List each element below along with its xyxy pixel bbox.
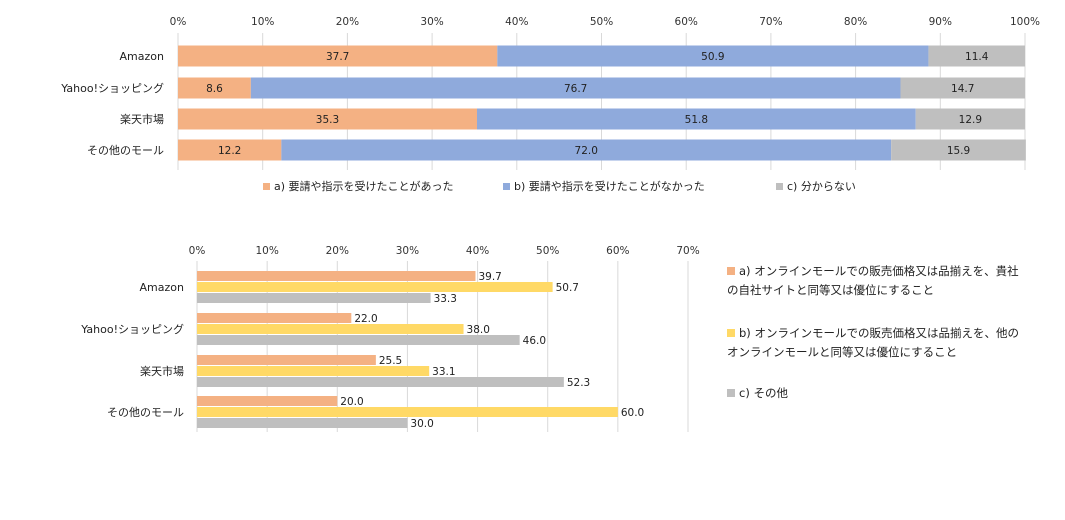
legend-swatch-c — [727, 389, 735, 397]
bar — [197, 282, 553, 292]
data-label: 20.0 — [340, 396, 363, 408]
bar-segment — [497, 45, 929, 67]
legend-label-a-line2: の自社サイトと同等又は優位にすること — [727, 283, 935, 297]
category-label: Yahoo!ショッピング — [60, 81, 164, 95]
data-label: 14.7 — [951, 83, 974, 95]
bar — [197, 396, 338, 406]
bar — [197, 313, 352, 323]
x-tick-label: 100% — [1010, 16, 1040, 28]
chart2-legend: a) オンラインモールでの販売価格又は品揃えを、貴社 の自社サイトと同等又は優位… — [727, 262, 1057, 422]
category-label: その他のモール — [87, 144, 164, 157]
x-tick-label: 0% — [189, 245, 206, 257]
x-tick-label: 60% — [606, 245, 629, 257]
legend-item-c: c) その他 — [727, 384, 1057, 403]
bar — [197, 418, 408, 428]
x-tick-label: 40% — [466, 245, 489, 257]
x-tick-label: 50% — [536, 245, 559, 257]
data-label: 50.7 — [556, 282, 579, 294]
legend-swatch-b — [727, 329, 735, 337]
x-tick-label: 50% — [590, 16, 613, 28]
bar-segment — [928, 45, 1025, 67]
legend-label-a-line1: a) オンラインモールでの販売価格又は品揃えを、貴社 — [739, 264, 1019, 278]
category-label: 楽天市場 — [140, 364, 184, 378]
data-label: 39.7 — [478, 271, 501, 283]
x-tick-label: 60% — [675, 16, 698, 28]
bar-segment — [178, 77, 251, 99]
x-tick-label: 40% — [505, 16, 528, 28]
x-tick-label: 30% — [396, 245, 419, 257]
bar — [197, 271, 476, 281]
x-tick-label: 80% — [844, 16, 867, 28]
legend-label: c) 分からない — [787, 180, 856, 193]
chart-grouped-bar: 0% 10% 20% 30% 40% 50% 60% 70% Amazon 39.7 50.7 33.… — [80, 245, 700, 432]
x-tick-label: 10% — [251, 16, 274, 28]
bar-segment — [900, 77, 1025, 99]
bar-segment — [891, 139, 1026, 161]
data-label: 8.6 — [206, 83, 223, 95]
bar-segment — [250, 77, 901, 99]
bar — [197, 377, 564, 387]
category-label: その他のモール — [107, 406, 184, 419]
category-label: Yahoo!ショッピング — [80, 322, 184, 336]
bar-segment — [281, 139, 892, 161]
bar-segment — [178, 45, 498, 67]
category-label: Amazon — [120, 50, 164, 63]
bar — [197, 366, 430, 376]
legend-item-b: b) オンラインモールでの販売価格又は品揃えを、他の オンラインモールと同等又は… — [727, 324, 1057, 362]
legend-swatch — [503, 183, 510, 190]
legend-swatch — [776, 183, 783, 190]
bar — [197, 293, 431, 303]
x-tick-label: 90% — [929, 16, 952, 28]
data-label: 38.0 — [467, 324, 490, 336]
data-label: 60.0 — [621, 407, 644, 419]
data-label: 51.8 — [685, 114, 708, 126]
data-label: 33.1 — [432, 366, 455, 378]
data-label: 50.9 — [701, 51, 724, 63]
bar-segment — [178, 108, 477, 130]
bar — [197, 355, 376, 365]
data-label: 76.7 — [564, 83, 587, 95]
legend-label: b) 要請や指示を受けたことがなかった — [514, 179, 705, 193]
data-label: 22.0 — [354, 313, 377, 325]
legend-label-b-line1: b) オンラインモールでの販売価格又は品揃えを、他の — [739, 326, 1019, 340]
data-label: 12.2 — [218, 145, 241, 157]
data-label: 33.3 — [434, 293, 457, 305]
legend-label-b-line2: オンラインモールと同等又は優位にすること — [727, 345, 958, 359]
x-tick-label: 70% — [759, 16, 782, 28]
legend-swatch-a — [727, 267, 735, 275]
bar — [197, 324, 464, 334]
bar — [197, 407, 618, 417]
bar — [197, 335, 520, 345]
x-tick-label: 20% — [326, 245, 349, 257]
data-label: 11.4 — [965, 51, 989, 63]
data-label: 12.9 — [959, 114, 982, 126]
data-label: 37.7 — [326, 51, 349, 63]
x-tick-label: 0% — [170, 16, 187, 28]
bar-segment — [915, 108, 1025, 130]
legend-swatch — [263, 183, 270, 190]
legend-label-c: c) その他 — [739, 386, 788, 400]
legend-item-a: a) オンラインモールでの販売価格又は品揃えを、貴社 の自社サイトと同等又は優位… — [727, 262, 1057, 300]
category-label: Amazon — [140, 281, 184, 294]
data-label: 25.5 — [379, 355, 402, 367]
data-label: 72.0 — [575, 145, 598, 157]
data-label: 15.9 — [947, 145, 970, 157]
chart-stacked-bar: 0% 10% 20% 30% 40% 50% 60% 70% 80% 90% 100% Amazon 3… — [60, 16, 1040, 193]
x-tick-label: 70% — [676, 245, 699, 257]
bar-segment — [476, 108, 916, 130]
x-tick-label: 10% — [255, 245, 278, 257]
data-label: 52.3 — [567, 377, 590, 389]
data-label: 35.3 — [316, 114, 339, 126]
x-tick-label: 20% — [336, 16, 359, 28]
legend-label: a) 要請や指示を受けたことがあった — [274, 179, 454, 193]
x-tick-label: 30% — [420, 16, 443, 28]
data-label: 30.0 — [410, 418, 433, 430]
data-label: 46.0 — [523, 335, 546, 347]
bar-segment — [178, 139, 282, 161]
category-label: 楽天市場 — [120, 112, 164, 126]
